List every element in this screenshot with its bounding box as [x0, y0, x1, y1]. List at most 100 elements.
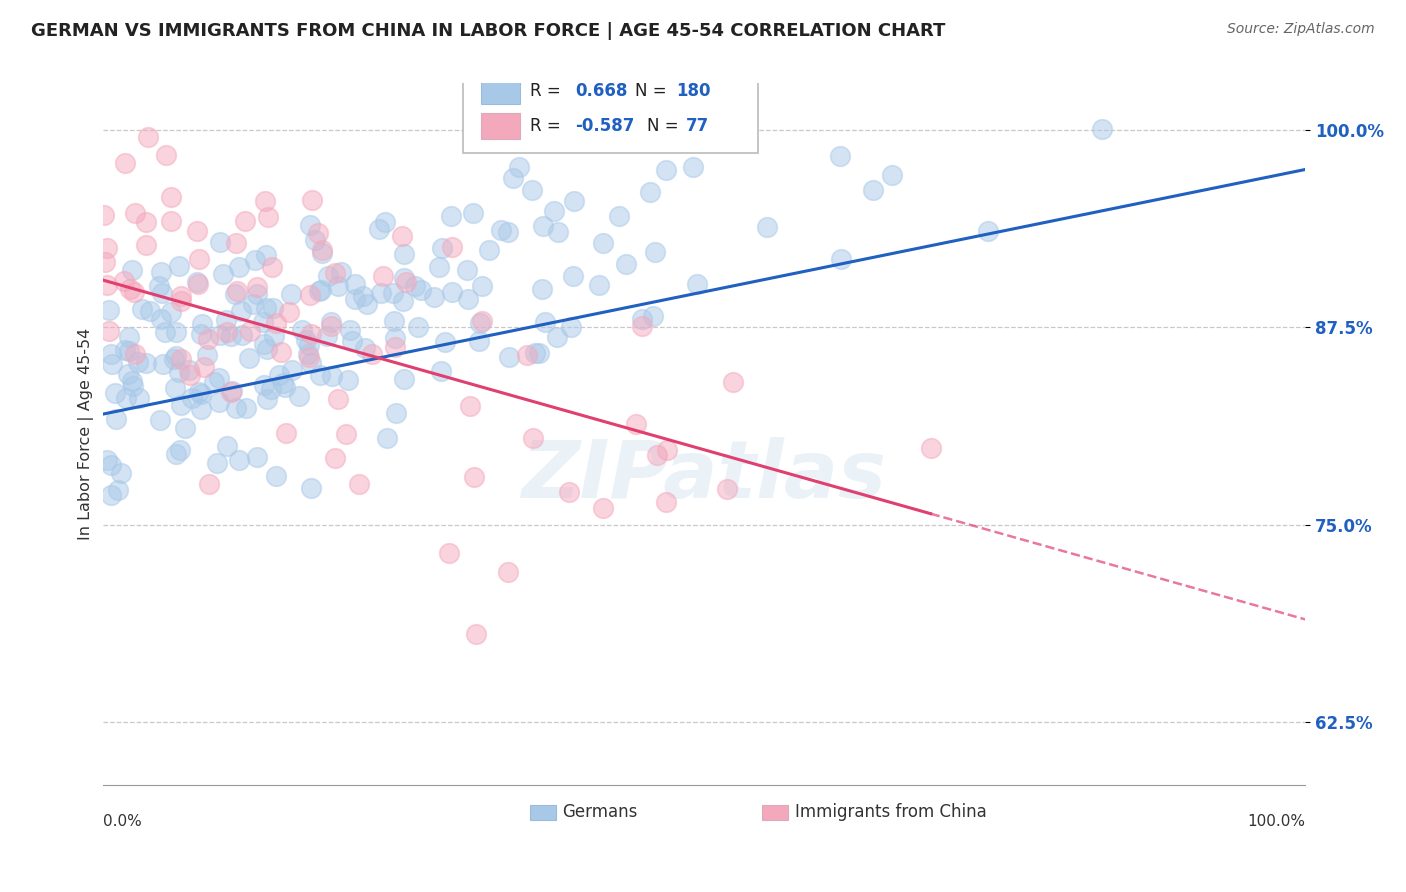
- Point: [374, 215, 396, 229]
- Point: [630, 311, 652, 326]
- Point: [262, 301, 284, 315]
- Point: [384, 340, 406, 354]
- Point: [256, 392, 278, 406]
- Text: N =: N =: [647, 117, 685, 136]
- Point: [468, 316, 491, 330]
- Point: [193, 360, 215, 375]
- Point: [150, 265, 173, 279]
- Point: [384, 330, 406, 344]
- Point: [208, 371, 231, 385]
- Point: [153, 325, 176, 339]
- Point: [562, 194, 585, 209]
- Point: [325, 451, 347, 466]
- Point: [135, 356, 157, 370]
- Point: [115, 391, 138, 405]
- Point: [588, 277, 610, 292]
- Point: [440, 209, 463, 223]
- Point: [170, 398, 193, 412]
- Point: [721, 376, 744, 390]
- Text: Source: ZipAtlas.com: Source: ZipAtlas.com: [1227, 22, 1375, 37]
- Point: [124, 347, 146, 361]
- Point: [309, 283, 332, 297]
- Point: [524, 346, 547, 360]
- Point: [114, 343, 136, 357]
- Point: [187, 277, 209, 291]
- Point: [315, 329, 337, 343]
- Point: [118, 343, 141, 358]
- Point: [190, 327, 212, 342]
- Point: [170, 352, 193, 367]
- Point: [224, 287, 246, 301]
- Point: [301, 193, 323, 207]
- Point: [456, 262, 478, 277]
- Point: [165, 447, 187, 461]
- Point: [98, 303, 121, 318]
- Point: [298, 350, 321, 364]
- Point: [252, 315, 274, 329]
- Point: [159, 214, 181, 228]
- Point: [277, 305, 299, 319]
- Point: [429, 364, 451, 378]
- Point: [219, 385, 242, 400]
- Point: [337, 373, 360, 387]
- Point: [238, 351, 260, 365]
- Point: [631, 318, 654, 333]
- Point: [254, 248, 277, 262]
- Point: [104, 386, 127, 401]
- Point: [534, 315, 557, 329]
- Point: [614, 257, 637, 271]
- Point: [167, 260, 190, 274]
- Point: [319, 315, 342, 329]
- Point: [657, 442, 679, 457]
- Point: [307, 226, 329, 240]
- Point: [522, 183, 544, 197]
- Point: [404, 279, 426, 293]
- Point: [270, 344, 292, 359]
- Point: [546, 329, 568, 343]
- Point: [225, 235, 247, 250]
- Point: [385, 406, 408, 420]
- Point: [394, 372, 416, 386]
- Point: [205, 456, 228, 470]
- Point: [191, 317, 214, 331]
- Point: [190, 386, 212, 401]
- Point: [395, 276, 418, 290]
- Point: [100, 458, 122, 472]
- Point: [471, 279, 494, 293]
- Point: [530, 282, 553, 296]
- Point: [592, 501, 614, 516]
- Point: [280, 287, 302, 301]
- Point: [321, 368, 343, 383]
- Point: [208, 235, 231, 249]
- Point: [641, 309, 664, 323]
- Point: [882, 168, 904, 182]
- Point: [165, 325, 187, 339]
- Point: [394, 247, 416, 261]
- Point: [299, 327, 322, 342]
- Point: [465, 627, 488, 641]
- Text: Immigrants from China: Immigrants from China: [796, 803, 987, 821]
- Text: N =: N =: [636, 82, 672, 100]
- Point: [118, 282, 141, 296]
- Text: 180: 180: [676, 82, 711, 100]
- Point: [502, 171, 524, 186]
- Point: [264, 468, 287, 483]
- Point: [391, 228, 413, 243]
- Point: [361, 347, 384, 361]
- Point: [93, 255, 115, 269]
- Point: [460, 399, 482, 413]
- FancyBboxPatch shape: [481, 78, 520, 103]
- Point: [430, 241, 453, 255]
- Point: [291, 323, 314, 337]
- Point: [391, 293, 413, 308]
- Text: GERMAN VS IMMIGRANTS FROM CHINA IN LABOR FORCE | AGE 45-54 CORRELATION CHART: GERMAN VS IMMIGRANTS FROM CHINA IN LABOR…: [31, 22, 945, 40]
- Point: [128, 391, 150, 405]
- Text: 77: 77: [686, 117, 709, 136]
- Point: [562, 269, 585, 284]
- Point: [186, 275, 208, 289]
- Point: [152, 357, 174, 371]
- Point: [457, 293, 479, 307]
- Point: [496, 566, 519, 580]
- Point: [342, 334, 364, 348]
- Point: [831, 252, 853, 266]
